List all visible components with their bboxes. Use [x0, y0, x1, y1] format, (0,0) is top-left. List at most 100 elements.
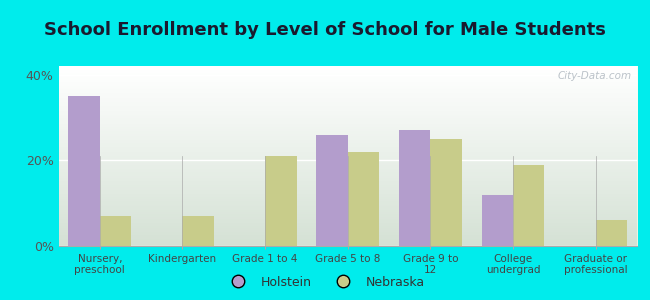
- Bar: [58, 143, 637, 145]
- Text: City-Data.com: City-Data.com: [557, 71, 631, 81]
- Bar: [58, 151, 637, 152]
- Bar: [58, 98, 637, 100]
- Bar: [58, 237, 637, 239]
- Bar: [58, 71, 637, 73]
- Bar: [58, 161, 637, 163]
- Bar: [58, 183, 637, 185]
- Bar: [399, 130, 430, 246]
- Bar: [58, 84, 637, 86]
- Bar: [58, 136, 637, 138]
- Bar: [58, 109, 637, 111]
- Bar: [58, 129, 637, 131]
- Bar: [58, 205, 637, 206]
- Bar: [58, 158, 637, 160]
- Bar: [58, 102, 637, 104]
- Bar: [58, 80, 637, 82]
- Bar: [265, 156, 296, 246]
- Bar: [58, 176, 637, 178]
- Bar: [58, 140, 637, 142]
- Bar: [58, 70, 637, 71]
- Bar: [58, 149, 637, 151]
- Legend: Holstein, Nebraska: Holstein, Nebraska: [220, 271, 430, 294]
- Text: School Enrollment by Level of School for Male Students: School Enrollment by Level of School for…: [44, 21, 606, 39]
- Bar: [58, 197, 637, 199]
- Bar: [58, 241, 637, 242]
- Bar: [58, 75, 637, 77]
- Bar: [348, 152, 379, 246]
- Bar: [100, 216, 131, 246]
- Bar: [58, 138, 637, 140]
- Bar: [58, 93, 637, 95]
- Bar: [58, 226, 637, 228]
- Bar: [58, 170, 637, 172]
- Bar: [58, 233, 637, 235]
- Bar: [513, 165, 545, 246]
- Bar: [58, 208, 637, 210]
- Bar: [58, 167, 637, 169]
- Bar: [58, 104, 637, 106]
- Bar: [58, 107, 637, 109]
- Bar: [58, 95, 637, 97]
- Bar: [58, 133, 637, 134]
- Bar: [58, 192, 637, 194]
- Bar: [58, 244, 637, 246]
- Bar: [58, 219, 637, 221]
- Bar: [58, 145, 637, 147]
- Bar: [58, 214, 637, 215]
- Bar: [58, 217, 637, 219]
- Bar: [58, 77, 637, 79]
- Bar: [58, 147, 637, 149]
- Bar: [430, 139, 461, 246]
- Bar: [58, 156, 637, 158]
- Bar: [58, 224, 637, 226]
- Bar: [58, 142, 637, 143]
- Bar: [58, 127, 637, 129]
- Bar: [58, 215, 637, 217]
- Bar: [58, 97, 637, 98]
- Bar: [58, 232, 637, 233]
- Bar: [58, 122, 637, 124]
- Bar: [58, 113, 637, 115]
- Bar: [58, 199, 637, 201]
- Bar: [58, 165, 637, 167]
- Bar: [317, 135, 348, 246]
- Bar: [58, 131, 637, 133]
- Bar: [58, 181, 637, 183]
- Bar: [58, 91, 637, 93]
- Bar: [58, 190, 637, 192]
- Bar: [58, 100, 637, 102]
- Bar: [58, 172, 637, 174]
- Bar: [58, 106, 637, 107]
- Bar: [58, 179, 637, 181]
- Bar: [58, 82, 637, 84]
- Bar: [58, 154, 637, 156]
- Bar: [58, 118, 637, 120]
- Bar: [58, 73, 637, 75]
- Bar: [595, 220, 627, 246]
- Bar: [58, 212, 637, 214]
- Bar: [58, 210, 637, 212]
- Bar: [58, 203, 637, 205]
- Bar: [58, 115, 637, 116]
- Bar: [58, 174, 637, 176]
- Bar: [58, 152, 637, 154]
- Bar: [58, 86, 637, 88]
- Bar: [58, 124, 637, 125]
- Bar: [58, 160, 637, 161]
- Bar: [58, 79, 637, 80]
- Bar: [58, 169, 637, 170]
- Bar: [58, 120, 637, 122]
- Bar: [482, 195, 513, 246]
- Bar: [58, 134, 637, 136]
- Bar: [58, 230, 637, 232]
- Bar: [58, 178, 637, 179]
- Bar: [58, 206, 637, 208]
- Bar: [58, 223, 637, 224]
- Bar: [58, 221, 637, 223]
- Bar: [58, 194, 637, 196]
- Bar: [58, 196, 637, 197]
- Bar: [68, 96, 100, 246]
- Bar: [58, 239, 637, 241]
- Bar: [58, 89, 637, 91]
- Bar: [58, 228, 637, 230]
